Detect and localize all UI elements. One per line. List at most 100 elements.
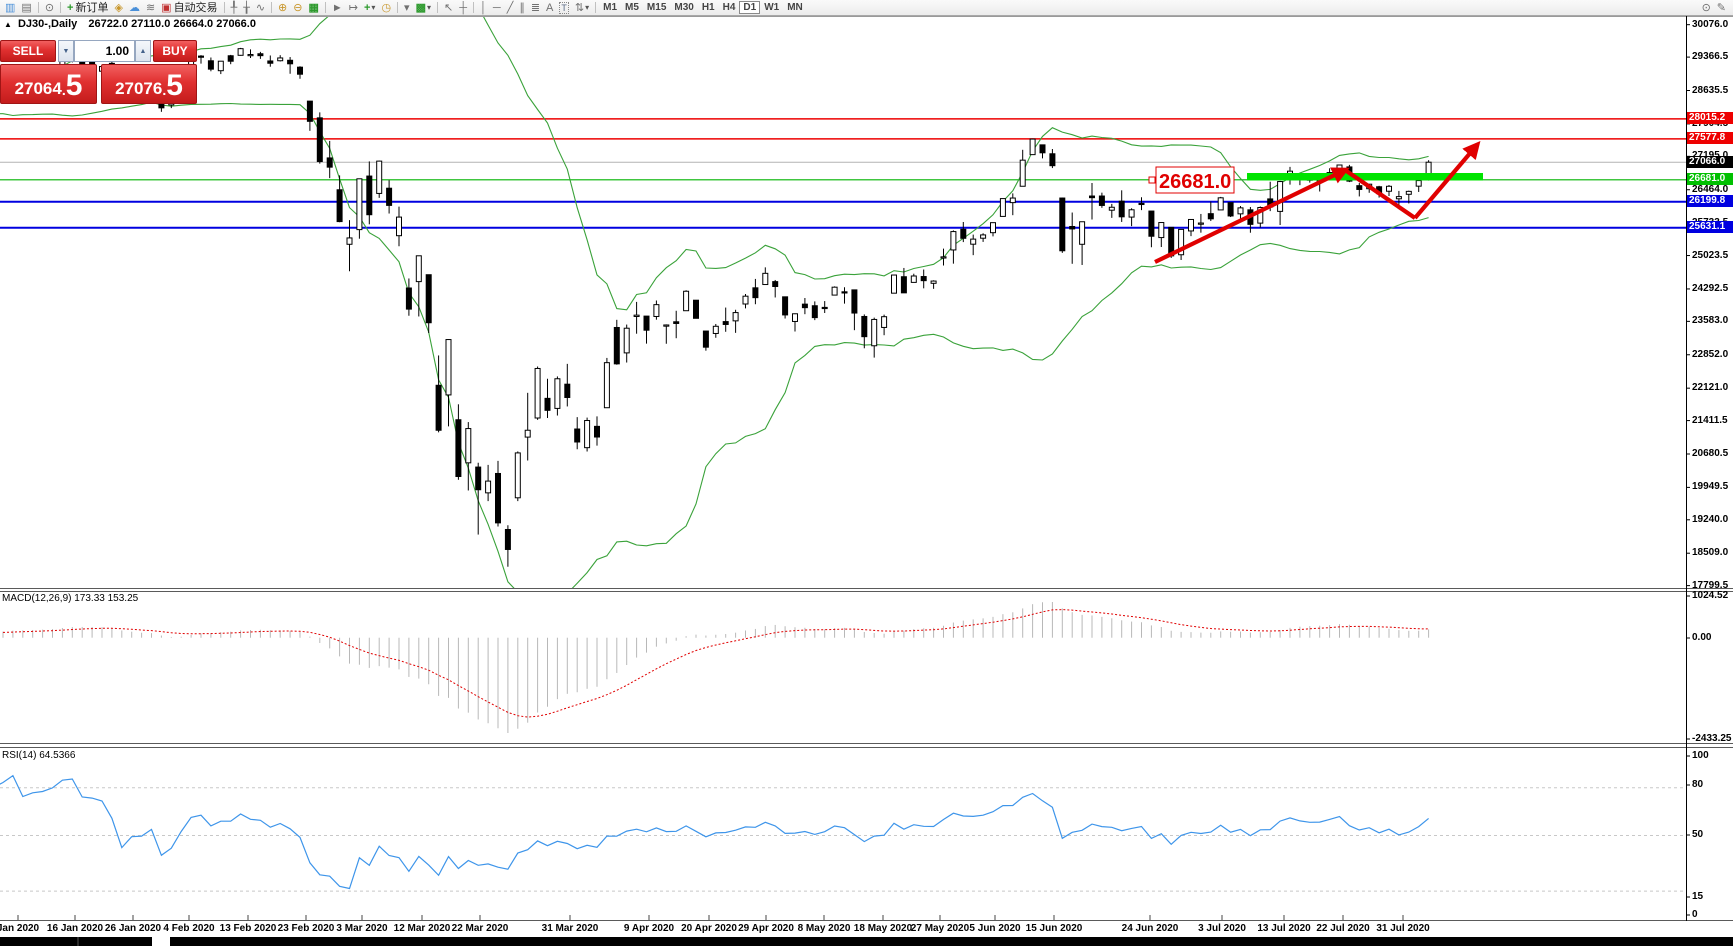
signal-icon[interactable]: ≋ [143,1,158,15]
rsi-tick: 15 [1692,891,1704,902]
eraser-icon[interactable]: ◈ [111,1,125,15]
price-tick: 20680.5 [1692,447,1729,459]
chart-template-icon[interactable]: ▩ ▾ [413,1,434,15]
main-pane[interactable]: 26681.0 [0,0,1686,602]
market-watch-icon[interactable]: ⊙ [42,1,57,15]
sell-price-display[interactable]: 27064 . 5 [0,64,97,104]
indicators-add-icon[interactable]: + ▾ [361,1,378,15]
date-tick-label: 16 Jan 2020 [46,923,104,934]
rsi-tick: 100 [1692,750,1709,761]
auto-scroll-icon[interactable]: ► [329,1,346,15]
rsi-pane[interactable] [0,774,1686,892]
new-order-button: + [67,1,74,14]
toolbar-separator [595,2,597,13]
toolbar-separator [37,2,39,13]
arrows-tool-icon-dropdown[interactable]: ▾ [585,2,590,12]
object-curve-icon: ∿ [255,1,266,14]
timeframe-m1-button[interactable]: M1 [603,2,618,13]
rsi-tick: 0 [1692,909,1698,920]
channel-tool-icon[interactable]: ∥ [516,1,528,15]
chart-shift-icon[interactable]: ↦ [346,1,361,15]
vertical-line-tool-icon[interactable]: │ [477,1,490,15]
axis-scale-icon[interactable]: ╁ [240,1,253,15]
macd-tick: 1024.52 [1692,590,1729,601]
buy-price-display[interactable]: 27076 . 5 [101,64,197,104]
arrows-tool-icon[interactable]: ⇅ ▾ [572,1,592,15]
trendline-tool-icon[interactable]: ╱ [504,1,517,15]
auto-trading-button[interactable]: ▣ 自动交易 [158,1,220,15]
period-clock-icon[interactable]: ◷ [378,1,394,15]
indicators-add-icon-dropdown[interactable]: ▾ [371,2,376,12]
volume-input[interactable]: 1.00 [74,40,135,62]
annotation-handle[interactable] [1148,176,1156,184]
trend-arrow-3[interactable] [1413,140,1481,220]
trend-arrow-2[interactable] [1343,168,1417,220]
status-bar-notch [152,937,170,946]
zoom-in-icon[interactable]: ⊕ [275,1,290,15]
rsi-tick: 50 [1692,829,1704,840]
crosshair-mode-icon: ╀ [230,1,238,14]
date-tick-label: 26 Jan 2020 [104,923,162,934]
date-tick-label: 5 Jun 2020 [969,923,1021,934]
new-order-button[interactable]: + 新订单 [64,1,111,15]
date-tick-label: 13 Jul 2020 [1257,923,1311,934]
horizontal-line-tool-icon[interactable]: ─ [490,1,504,15]
object-curve-icon[interactable]: ∿ [253,1,268,15]
volume-decrease-button[interactable]: ▼ [58,40,74,62]
timeframe-h1-button[interactable]: H1 [701,2,715,13]
timeframe-m5-button[interactable]: M5 [625,2,639,13]
cloud-icon[interactable]: ☁ [126,1,143,15]
price-tick: 19240.0 [1692,513,1729,525]
timeframe-m15-button[interactable]: M15 [646,2,667,13]
buy-button[interactable]: BUY [153,40,197,62]
profiles-icon[interactable]: ▤ [18,1,34,15]
new-order-button-label: 新订单 [75,1,109,14]
cursor-tool-icon[interactable]: ↖ [441,1,456,15]
date-tick-label: 22 Jul 2020 [1316,923,1370,934]
axis-scale-icon: ╁ [243,1,250,14]
volume-increase-button[interactable]: ▲ [135,40,151,62]
toolbar-separator [473,2,475,13]
macd-pane[interactable] [2,602,1430,734]
date-tick-label: 27 May 2020 [910,923,970,934]
sell-price-dec: 5 [65,69,83,102]
search-icon[interactable]: ⊙ [1701,2,1711,14]
zoom-out-icon[interactable]: ⊖ [290,1,305,15]
date-tick-label: 3 Mar 2020 [336,923,388,934]
label-tool-icon: T [559,1,569,14]
green-resistance-bar[interactable] [1247,173,1483,181]
market-watch-icon: ⊙ [44,1,55,14]
chart-template-icon-dropdown[interactable]: ▾ [426,2,431,12]
price-annotation-box[interactable] [1155,166,1235,194]
price-line-label-25631.1: 25631.1 [1687,221,1733,234]
crosshair-tool-icon[interactable]: ┼ [456,1,470,15]
timeframe-h4-button[interactable]: H4 [722,2,736,13]
price-tick: 19949.5 [1692,481,1729,493]
one-click-trade-panel: SELL ▼ 1.00 ▲ BUY 27064 . 5 27076 . 5 [0,40,197,104]
toolbar-separator [397,2,399,13]
fibonacci-tool-icon[interactable]: ≣ [528,1,543,15]
date-tick-label: 18 May 2020 [853,923,913,934]
timeframe-w1-button[interactable]: W1 [764,2,780,13]
tile-windows-icon[interactable]: ▦ [305,1,321,15]
label-tool-icon[interactable]: T [556,1,572,15]
chart-shift-icon: ↦ [348,1,358,14]
new-chart-icon[interactable]: ▥ [2,1,18,15]
crosshair-mode-icon[interactable]: ╀ [228,1,241,15]
chart-marker-icon: ▲ [4,20,12,29]
date-tick-label: 23 Feb 2020 [277,923,335,934]
price-tick: 21411.5 [1692,414,1728,426]
trend-arrow-1[interactable] [1154,167,1350,264]
date-tick-label: 29 Apr 2020 [738,923,794,934]
templates-dropdown-icon[interactable]: ▾ [401,1,413,15]
timeframe-d1-button[interactable]: D1 [739,1,761,14]
text-tool-icon[interactable]: A [543,1,556,15]
timeframe-mn-button[interactable]: MN [787,2,803,13]
symbol-period-label: DJ30-,Daily [17,18,78,30]
edit-icon[interactable]: ✎ [1716,2,1726,14]
date-tick-label: 20 Apr 2020 [681,923,737,934]
sell-button[interactable]: SELL [0,40,56,62]
chart-title: ▲ DJ30-,Daily 26722.0 27110.0 26664.0 27… [4,18,256,30]
timeframe-m30-button[interactable]: M30 [674,2,694,13]
